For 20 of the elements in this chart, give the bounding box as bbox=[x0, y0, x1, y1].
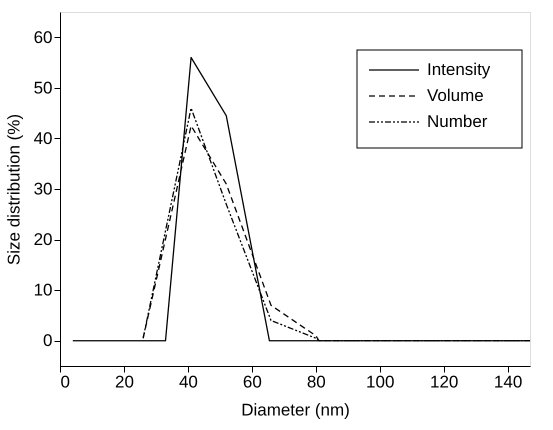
x-tick-label: 120 bbox=[430, 372, 458, 392]
x-tick-label: 0 bbox=[60, 372, 70, 392]
x-tick-label: 40 bbox=[178, 372, 198, 392]
y-tick-label: 20 bbox=[34, 230, 52, 250]
x-tick-label: 80 bbox=[306, 372, 326, 392]
y-tick-label: 10 bbox=[34, 280, 52, 300]
x-tick-label: 100 bbox=[366, 372, 394, 392]
y-tick-label: 30 bbox=[34, 180, 52, 198]
y-tick-label: 50 bbox=[34, 78, 52, 98]
y-tick-label: 0 bbox=[43, 331, 52, 350]
legend-label: Intensity bbox=[427, 60, 491, 79]
y-tick-label: 60 bbox=[34, 28, 52, 47]
x-tick-label: 140 bbox=[494, 372, 522, 392]
legend-label: Number bbox=[427, 112, 488, 131]
legend-label: Volume bbox=[427, 86, 484, 105]
x-axis-title: Diameter (nm) bbox=[241, 400, 350, 420]
y-axis-title: Size distribution (%) bbox=[4, 114, 24, 266]
x-tick-label: 60 bbox=[242, 372, 262, 392]
y-tick-label: 40 bbox=[34, 128, 52, 148]
x-tick-label: 20 bbox=[114, 372, 134, 392]
